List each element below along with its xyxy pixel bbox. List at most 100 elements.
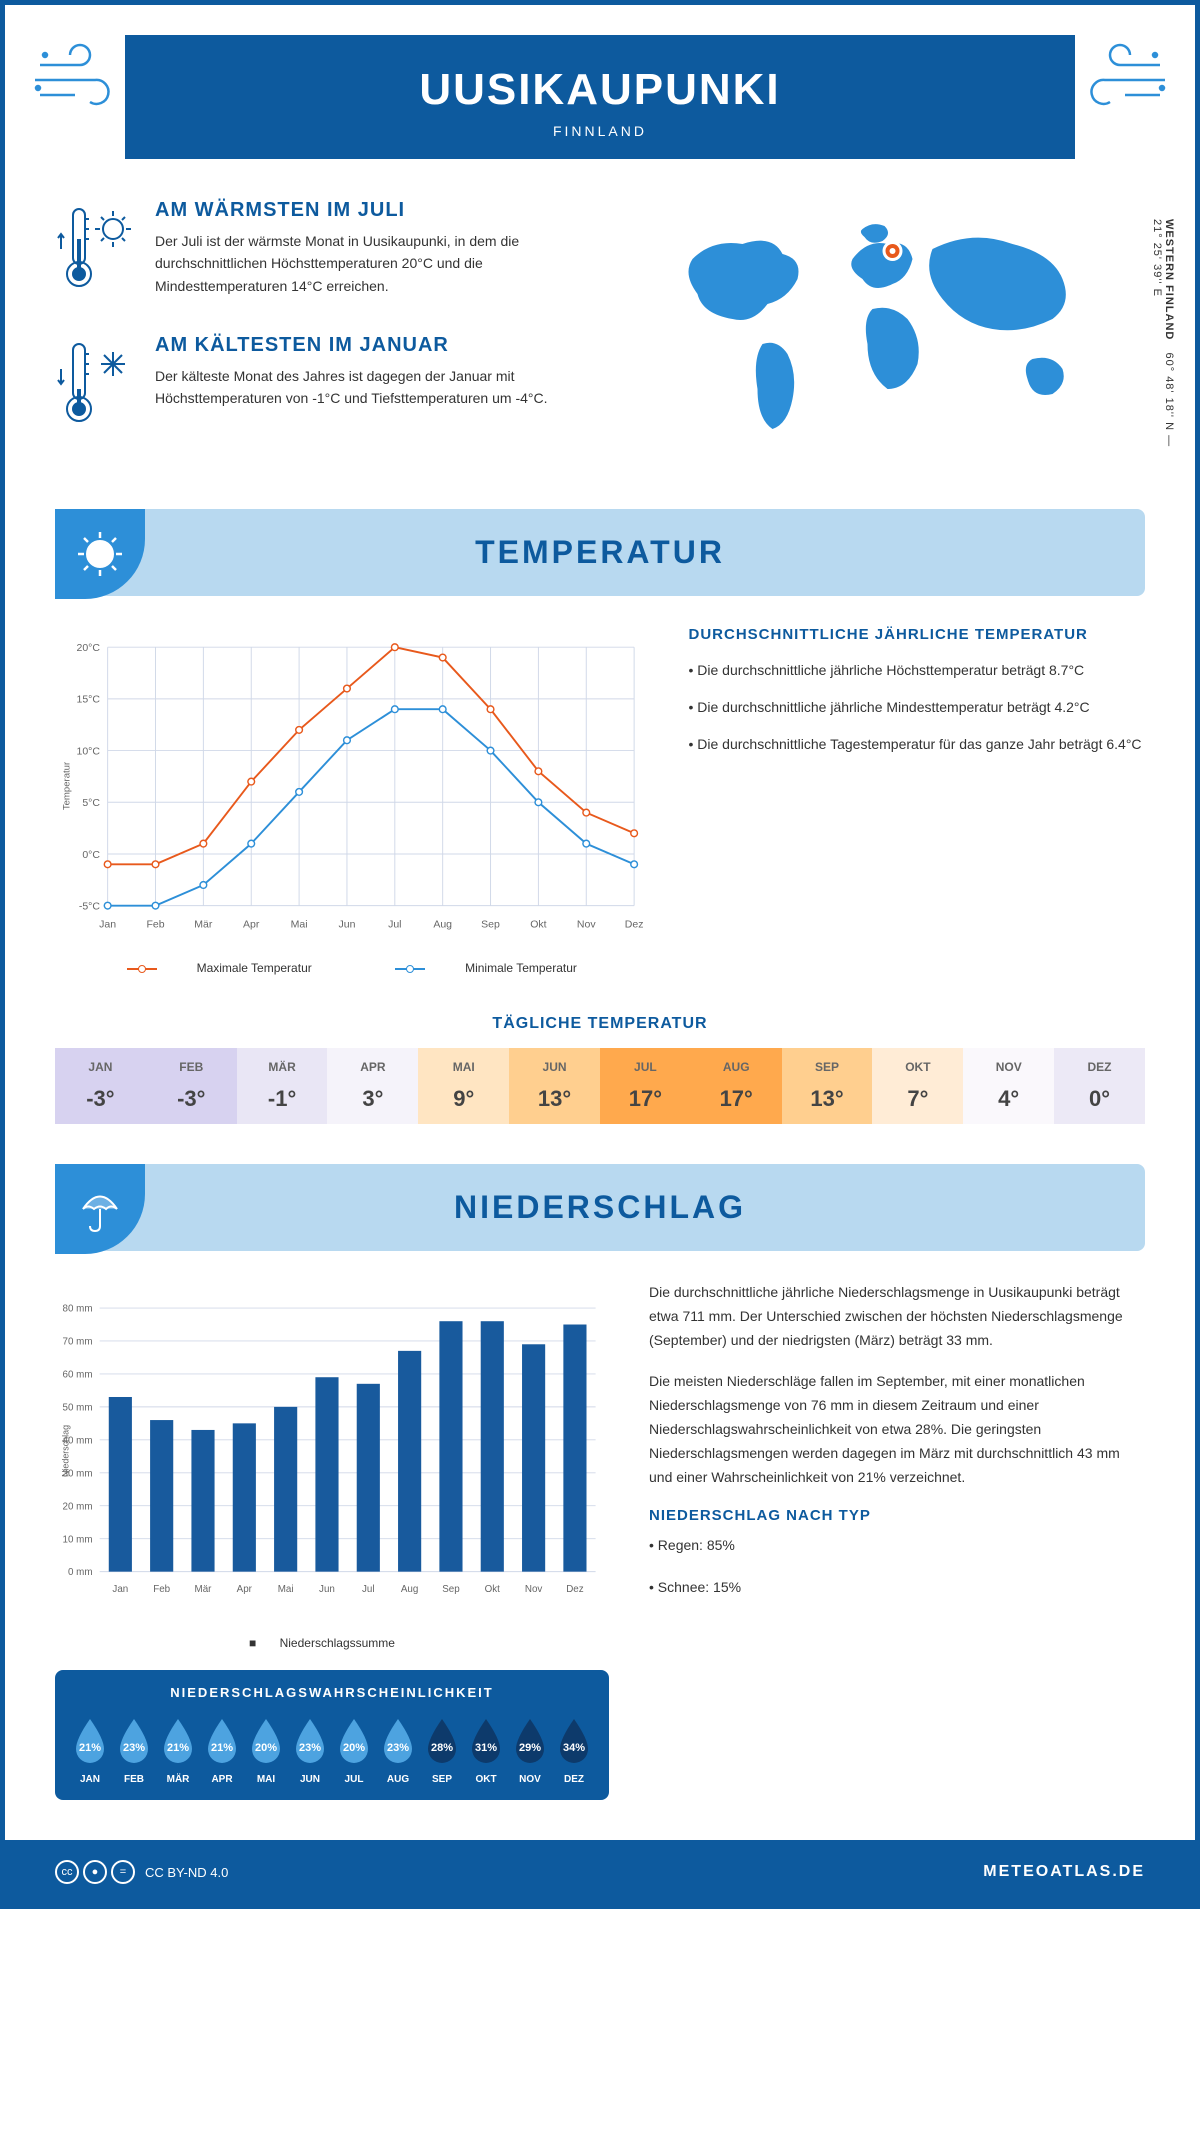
probability-box: NIEDERSCHLAGSWAHRSCHEINLICHKEIT 21% JAN … [55, 1670, 609, 1800]
svg-text:-5°C: -5°C [79, 900, 101, 912]
svg-text:21%: 21% [79, 1742, 101, 1754]
temperature-line-chart: -5°C 0°C 5°C 10°C 15°C 20°C Jan Feb Mär Apr Mai Jun… [55, 626, 648, 946]
probability-title: NIEDERSCHLAGSWAHRSCHEINLICHKEIT [70, 1685, 594, 1700]
probability-drop: 21% MÄR [158, 1715, 198, 1785]
svg-text:Okt: Okt [530, 919, 546, 931]
probability-drop: 28% SEP [422, 1715, 462, 1785]
coldest-title: AM KÄLTESTEN IM JANUAR [155, 334, 580, 357]
svg-text:28%: 28% [431, 1742, 453, 1754]
thermometer-snow-icon [55, 334, 135, 439]
cc-icon: cc●= [55, 1860, 135, 1884]
probability-drops: 21% JAN 23% FEB 21% MÄR 21% APR 20% MAI … [70, 1715, 594, 1785]
daily-cell: DEZ0° [1054, 1048, 1145, 1124]
probability-drop: 23% JUN [290, 1715, 330, 1785]
svg-text:Temperatur: Temperatur [61, 761, 72, 810]
coldest-fact: AM KÄLTESTEN IM JANUAR Der kälteste Mona… [55, 334, 580, 439]
daily-cell: SEP13° [782, 1048, 873, 1124]
probability-drop: 23% AUG [378, 1715, 418, 1785]
svg-text:Nov: Nov [577, 919, 596, 931]
svg-text:20 mm: 20 mm [63, 1501, 93, 1512]
page-frame: UUSIKAUPUNKI FINNLAND AM WÄRMSTEN IM JUL… [0, 0, 1200, 1909]
daily-temp-table: JAN-3°FEB-3°MÄR-1°APR3°MAI9°JUN13°JUL17°… [55, 1048, 1145, 1124]
svg-text:Jun: Jun [319, 1584, 335, 1595]
daily-cell: MÄR-1° [237, 1048, 328, 1124]
precip-legend: ■ Niederschlagssumme [55, 1636, 609, 1650]
daily-cell: NOV4° [963, 1048, 1054, 1124]
svg-text:Jul: Jul [388, 919, 401, 931]
daily-cell: JAN-3° [55, 1048, 146, 1124]
svg-text:Feb: Feb [146, 919, 164, 931]
svg-text:15°C: 15°C [76, 694, 100, 706]
probability-drop: 20% MAI [246, 1715, 286, 1785]
svg-text:10°C: 10°C [76, 745, 100, 757]
footer: cc●= CC BY-ND 4.0 METEOATLAS.DE [5, 1840, 1195, 1904]
svg-text:21%: 21% [211, 1742, 233, 1754]
precip-section-header: NIEDERSCHLAG [55, 1164, 1145, 1251]
svg-text:Mär: Mär [194, 919, 213, 931]
svg-text:Jun: Jun [338, 919, 355, 931]
svg-text:23%: 23% [387, 1742, 409, 1754]
svg-text:80 mm: 80 mm [63, 1304, 93, 1315]
sun-icon [55, 509, 145, 599]
svg-text:Dez: Dez [625, 919, 644, 931]
probability-drop: 21% APR [202, 1715, 242, 1785]
probability-drop: 31% OKT [466, 1715, 506, 1785]
svg-text:Feb: Feb [153, 1584, 170, 1595]
probability-drop: 21% JAN [70, 1715, 110, 1785]
precip-p2: Die meisten Niederschläge fallen im Sept… [649, 1370, 1145, 1489]
header-banner: UUSIKAUPUNKI FINNLAND [125, 35, 1075, 159]
svg-text:Mai: Mai [278, 1584, 294, 1595]
precip-type-title: NIEDERSCHLAG NACH TYP [649, 1507, 1145, 1524]
temp-info-p3: • Die durchschnittliche Tagestemperatur … [688, 732, 1145, 757]
svg-text:Apr: Apr [237, 1584, 253, 1595]
coordinates: WESTERN FINLAND 60° 48' 18'' N — 21° 25'… [1151, 219, 1175, 469]
daily-temp-title: TÄGLICHE TEMPERATUR [55, 1015, 1145, 1033]
svg-text:0°C: 0°C [82, 849, 100, 861]
probability-drop: 23% FEB [114, 1715, 154, 1785]
svg-text:10 mm: 10 mm [63, 1534, 93, 1545]
warmest-fact: AM WÄRMSTEN IM JULI Der Juli ist der wär… [55, 199, 580, 304]
svg-text:23%: 23% [123, 1742, 145, 1754]
svg-text:Jul: Jul [362, 1584, 375, 1595]
svg-text:20°C: 20°C [76, 642, 100, 654]
daily-cell: JUN13° [509, 1048, 600, 1124]
daily-cell: OKT7° [872, 1048, 963, 1124]
umbrella-icon [55, 1164, 145, 1254]
temp-title: TEMPERATUR [55, 534, 1145, 571]
thermometer-sun-icon [55, 199, 135, 304]
license: cc●= CC BY-ND 4.0 [55, 1860, 228, 1884]
svg-text:Jan: Jan [99, 919, 116, 931]
probability-drop: 29% NOV [510, 1715, 550, 1785]
world-map [620, 199, 1145, 459]
coldest-text: Der kälteste Monat des Jahres ist dagege… [155, 365, 580, 410]
probability-drop: 20% JUL [334, 1715, 374, 1785]
svg-text:Sep: Sep [481, 919, 500, 931]
precipitation-bar-chart: 0 mm10 mm20 mm30 mm40 mm50 mm60 mm70 mm8… [55, 1281, 609, 1621]
daily-cell: APR3° [327, 1048, 418, 1124]
svg-text:Mär: Mär [195, 1584, 213, 1595]
svg-text:Apr: Apr [243, 919, 260, 931]
svg-text:Mai: Mai [291, 919, 308, 931]
svg-text:Jan: Jan [112, 1584, 128, 1595]
temp-legend: Maximale Temperatur Minimale Temperatur [55, 961, 648, 975]
page-title: UUSIKAUPUNKI [125, 65, 1075, 115]
daily-cell: MAI9° [418, 1048, 509, 1124]
temp-info-p1: • Die durchschnittliche jährliche Höchst… [688, 658, 1145, 683]
svg-text:20%: 20% [343, 1742, 365, 1754]
svg-text:23%: 23% [299, 1742, 321, 1754]
svg-text:Nov: Nov [525, 1584, 543, 1595]
temp-info: DURCHSCHNITTLICHE JÄHRLICHE TEMPERATUR •… [688, 626, 1145, 975]
svg-text:20%: 20% [255, 1742, 277, 1754]
svg-text:0 mm: 0 mm [68, 1567, 93, 1578]
svg-text:5°C: 5°C [82, 797, 100, 809]
warmest-title: AM WÄRMSTEN IM JULI [155, 199, 580, 222]
temp-section-header: TEMPERATUR [55, 509, 1145, 596]
svg-text:Aug: Aug [433, 919, 452, 931]
svg-text:34%: 34% [563, 1742, 585, 1754]
svg-text:50 mm: 50 mm [63, 1402, 93, 1413]
svg-text:Aug: Aug [401, 1584, 418, 1595]
intro-row: AM WÄRMSTEN IM JULI Der Juli ist der wär… [55, 199, 1145, 469]
svg-text:Dez: Dez [566, 1584, 584, 1595]
site-name: METEOATLAS.DE [983, 1863, 1145, 1881]
daily-cell: JUL17° [600, 1048, 691, 1124]
